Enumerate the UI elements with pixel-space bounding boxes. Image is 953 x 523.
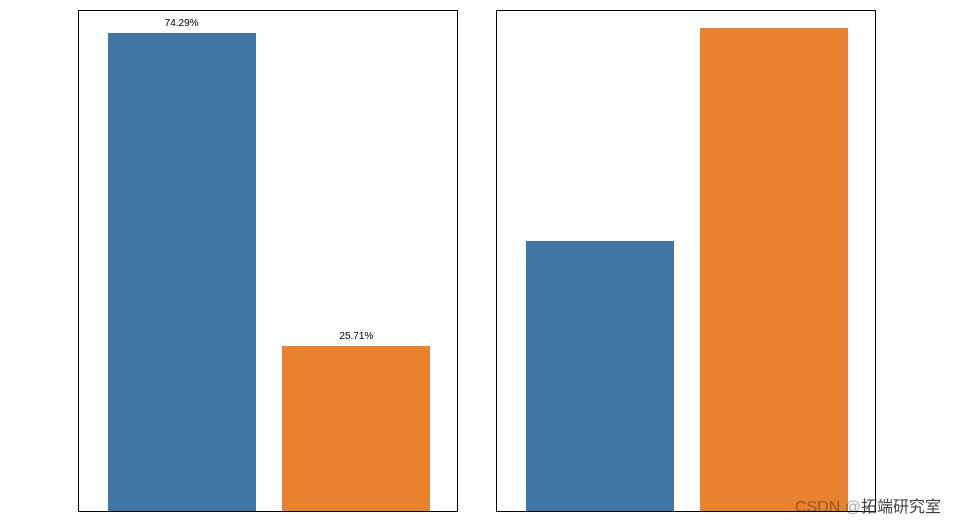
left-bar-1-label: 25.71% <box>339 331 373 342</box>
left-chart-panel: 74.29% 25.71% <box>78 10 458 512</box>
figure: 74.29% 25.71% CSDN @拓端研究室 <box>0 0 953 523</box>
right-chart-panel <box>496 10 876 512</box>
right-bar-0 <box>526 241 674 511</box>
left-bar-0 <box>108 33 256 511</box>
left-bar-0-label: 74.29% <box>165 18 199 29</box>
right-bar-1 <box>700 28 848 511</box>
left-bar-1 <box>282 346 430 511</box>
